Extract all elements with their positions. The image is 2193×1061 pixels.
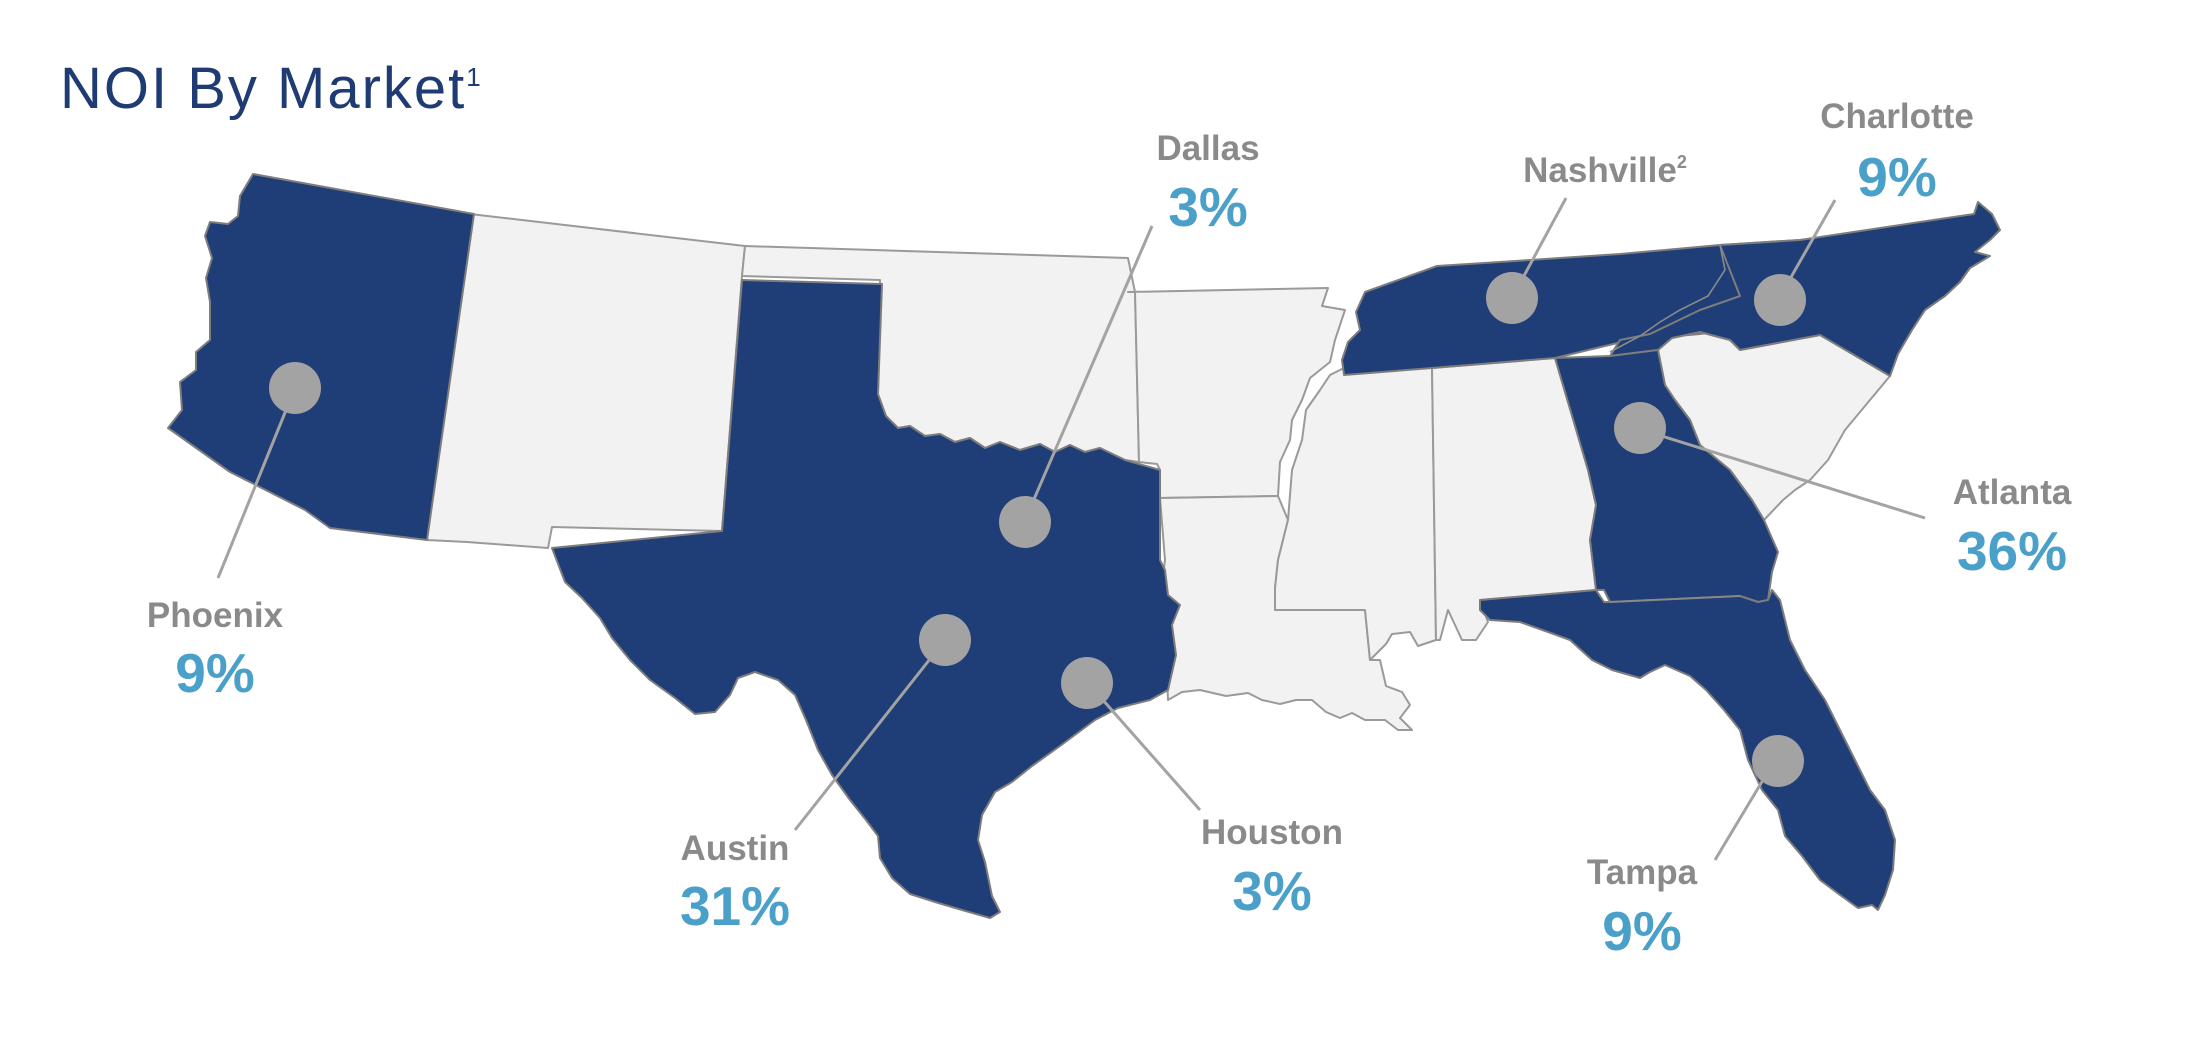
nashville-footnote: 2 bbox=[1677, 152, 1687, 172]
market-label-dallas: Dallas 3% bbox=[1156, 129, 1259, 238]
charlotte-name: Charlotte bbox=[1820, 97, 1974, 136]
nashville-name: Nashville2 bbox=[1523, 151, 1687, 190]
tampa-share: 9% bbox=[1602, 900, 1682, 962]
leader-houston bbox=[1085, 681, 1202, 811]
charlotte-share: 9% bbox=[1857, 146, 1937, 208]
market-label-tampa: Tampa 9% bbox=[1587, 853, 1698, 962]
ga-fl-boundary bbox=[1609, 595, 1741, 603]
marker-charlotte[interactable] bbox=[1754, 274, 1806, 326]
phoenix-name: Phoenix bbox=[147, 596, 284, 635]
austin-share: 31% bbox=[680, 875, 790, 937]
tn-nc-boundary bbox=[1609, 244, 1726, 353]
dallas-share: 3% bbox=[1168, 176, 1248, 238]
houston-name: Houston bbox=[1201, 813, 1343, 852]
state-arkansas bbox=[1127, 287, 1346, 499]
atlanta-share: 36% bbox=[1957, 520, 2067, 582]
state-new-mexico bbox=[426, 213, 746, 549]
marker-dallas[interactable] bbox=[999, 496, 1051, 548]
marker-austin[interactable] bbox=[919, 614, 971, 666]
tampa-name: Tampa bbox=[1587, 853, 1698, 892]
marker-nashville[interactable] bbox=[1486, 272, 1538, 324]
austin-name: Austin bbox=[681, 829, 790, 868]
title-text: NOI By Market bbox=[60, 56, 467, 121]
leader-phoenix bbox=[216, 387, 297, 579]
market-markers bbox=[269, 272, 1806, 787]
leader-austin bbox=[793, 639, 947, 831]
state-florida bbox=[1479, 589, 1896, 911]
dallas-name: Dallas bbox=[1156, 129, 1259, 168]
marker-houston[interactable] bbox=[1061, 657, 1113, 709]
market-label-houston: Houston 3% bbox=[1201, 813, 1343, 922]
state-georgia bbox=[1554, 349, 1779, 603]
market-label-nashville: Nashville2 bbox=[1523, 151, 1687, 190]
marker-phoenix[interactable] bbox=[269, 362, 321, 414]
state-mississippi bbox=[1274, 367, 1437, 661]
market-label-atlanta: Atlanta 36% bbox=[1953, 473, 2072, 582]
atlanta-name: Atlanta bbox=[1953, 473, 2072, 512]
market-label-charlotte: Charlotte 9% bbox=[1820, 97, 1974, 208]
leader-lines bbox=[216, 197, 1926, 861]
nashville-name-text: Nashville bbox=[1523, 151, 1677, 190]
marker-atlanta[interactable] bbox=[1614, 402, 1666, 454]
marker-tampa[interactable] bbox=[1752, 735, 1804, 787]
state-texas bbox=[551, 279, 1181, 919]
market-label-austin: Austin 31% bbox=[680, 829, 790, 937]
leader-dallas bbox=[1023, 225, 1154, 521]
phoenix-share: 9% bbox=[175, 642, 255, 704]
houston-share: 3% bbox=[1232, 860, 1312, 922]
market-label-phoenix: Phoenix 9% bbox=[147, 596, 284, 704]
state-arizona bbox=[167, 173, 475, 541]
leader-atlanta bbox=[1635, 426, 1926, 520]
page-title: NOI By Market1 bbox=[60, 60, 481, 118]
title-footnote: 1 bbox=[466, 62, 481, 92]
